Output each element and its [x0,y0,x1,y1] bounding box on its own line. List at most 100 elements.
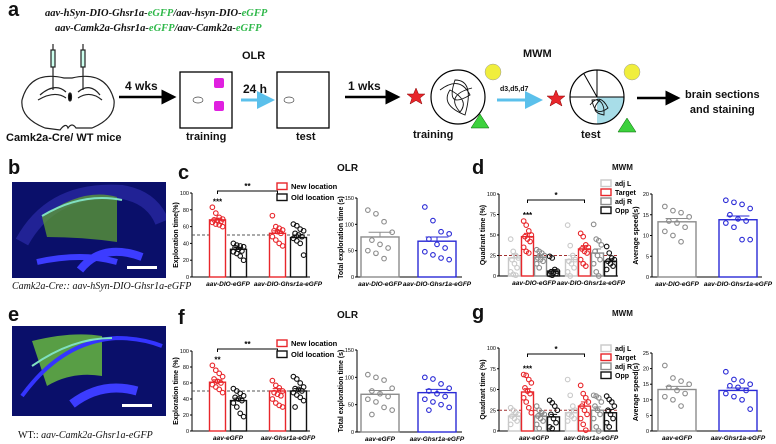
y-tick-label: 50 [348,249,354,255]
data-point [739,378,745,384]
x-tick-label: aav-DIO-Ghsr1a-eGFP [254,281,323,288]
data-point [541,411,548,418]
legend-label: Opp [615,208,629,215]
data-point [276,384,283,391]
data-point [520,244,527,251]
y-tick-label: 0 [493,429,496,435]
data-point [299,388,305,394]
mouse-icon [192,96,204,104]
triangle-cue-icon [470,113,490,129]
data-point [603,419,610,426]
construct-line-1: aav-hSyn-DIO-Ghsr1a-eGFP/aav-hsyn-DIO-eG… [45,8,267,19]
x-tick-label: aav-eGFP [213,435,244,442]
significance-label: * [554,345,558,354]
data-point [611,403,618,409]
data-point [369,388,375,394]
data-point [595,428,602,434]
data-point [579,403,585,409]
data-point [300,227,307,234]
data-point [297,394,304,401]
y-tick-label: 150 [345,348,354,354]
data-point [747,205,754,212]
bar [417,391,457,433]
data-point [278,230,284,237]
y-tick-label: 60 [183,381,189,387]
data-point [540,258,546,265]
data-point [577,382,584,389]
data-point [608,399,615,405]
data-point [533,260,540,267]
y-tick-label: 0 [493,274,496,280]
x-tick-label: aav-DIO-eGFP [206,281,250,288]
data-point [438,381,444,387]
data-point [607,411,614,418]
data-point [584,411,590,418]
data-point [269,212,276,219]
data-point [595,273,602,279]
data-point [564,269,571,275]
y-tick-label: 25 [490,408,496,414]
data-point [569,252,576,259]
data-point [611,256,618,263]
data-point [678,238,684,245]
bar [520,391,535,432]
triangle-cue-icon [617,117,637,133]
data-point [590,260,597,267]
panel-label-b: b [8,157,21,179]
data-point [216,370,223,377]
data-point [269,396,276,402]
data-point [233,404,240,410]
y-tick-label: 100 [345,222,354,228]
olr-training-arena [179,71,233,129]
y-tick-label: 80 [183,365,189,371]
bar [577,405,592,432]
y-tick-label: 75 [490,367,496,373]
data-point [550,415,557,422]
data-point [364,247,371,254]
data-point [239,397,245,404]
x-tick-label: aav-Ghsr1a-eGFP [711,435,766,442]
data-point [523,399,530,405]
brain-section-icon [21,44,115,131]
data-point [682,390,688,397]
data-point [520,371,527,378]
data-point [678,209,684,216]
data-point [269,377,276,384]
data-point [731,224,737,231]
significance-label: * [554,191,558,200]
data-point [272,237,279,243]
y-tick-label: 100 [487,346,496,352]
caption-e: WT:: aav-Camk2a-Ghsr1a-eGFP [18,430,153,441]
y-axis-label: Average speed(s) [633,206,640,264]
data-point [442,393,448,400]
data-point [661,203,668,210]
data-point [593,269,600,275]
data-point [434,390,440,397]
bar [590,252,605,277]
y-tick-label: 40 [183,241,189,247]
data-point [606,250,613,256]
data-point [209,204,216,211]
data-point [590,415,597,422]
final-step-line: and staining [689,104,755,116]
chart-title-d: MWM [612,163,633,172]
y-tick-label: 20 [643,192,649,198]
y-tick-label: 100 [487,192,496,198]
data-point [584,250,590,256]
legend-swatch [276,182,288,191]
data-point [731,376,737,383]
data-point [364,207,371,213]
data-point [743,218,749,224]
y-tick-label: 75 [490,213,496,219]
data-point [536,425,543,432]
star-cue-icon [406,87,426,105]
y-tick-label: 50 [490,388,496,394]
data-point [674,220,680,226]
data-point [525,250,532,256]
y-axis-label: Quadrant time (%) [480,205,487,265]
data-point [364,371,371,378]
x-tick-label: aav-DIO-eGFP [512,280,556,287]
